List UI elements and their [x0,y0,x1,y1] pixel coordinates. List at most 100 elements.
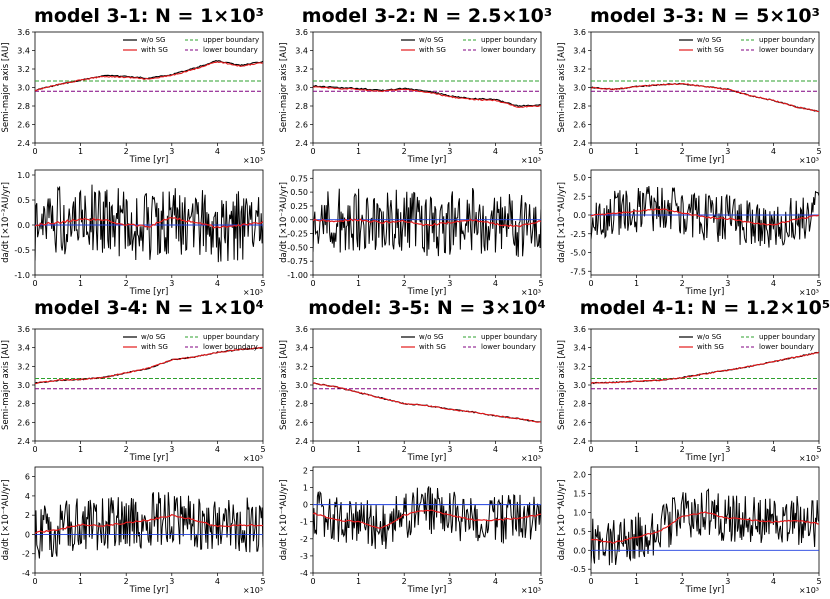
dadt-ytick-label: -2.5 [570,230,586,239]
dadt-ytick-label: -1.00 [287,271,308,280]
sma-ytick-label: 3.0 [17,381,30,390]
wo-sg-line [35,60,263,92]
sma-xtick-label: 0 [32,445,37,454]
sma-xtick-label: 1 [356,445,361,454]
legend-wo-sg-label: w/o SG [697,333,721,341]
sma-ytick-label: 2.6 [17,121,30,130]
dadt-xlabel: Time [yr] [685,287,725,297]
dadt-xtick-label: 2 [680,577,685,586]
dadt-xtick-label: 0 [588,279,593,288]
sma-ytick-label: 2.4 [573,139,586,148]
dadt-xtick-label: 1 [356,577,361,586]
wo-sg-line [591,351,819,385]
dadt-raw-line [35,184,263,263]
dadt-frame [34,169,264,276]
dadt-ytick-label: 1.0 [573,508,586,517]
dadt-xtick-label: 4 [493,577,498,586]
legend-upper-label: upper boundary [759,333,815,341]
dadt-ytick-label: -1 [300,518,308,527]
dadt-smoothed-line [313,509,541,529]
dadt-xtick-label: 1 [634,279,639,288]
legend-with-sg-label: with SG [419,343,446,351]
dadt-ytick-label: 2 [303,466,308,475]
dadt-ylabel: da/dt [×10⁻⁴AU/yr] [557,182,567,263]
sma-ytick-label: 2.8 [17,400,30,409]
sma-ytick-label: 2.8 [573,400,586,409]
sma-xlabel: Time [yr] [685,155,725,165]
sma-xtick-label: 2 [680,147,685,156]
sma-xtick-label: 5 [816,147,821,156]
dadt-raw-line [313,187,541,257]
sma-ytick-label: 3.6 [295,325,308,334]
dadt-ytick-label: 0.75 [290,174,308,183]
sma-ytick-label: 3.4 [17,47,30,56]
sma-x-exponent: ×10³ [521,454,541,463]
dadt-xtick-label: 2 [402,279,407,288]
dadt-ytick-label: 0.0 [573,546,586,555]
dadt-x-exponent: ×10³ [243,586,263,595]
sma-xtick-label: 4 [215,445,220,454]
sma-xtick-label: 4 [771,445,776,454]
sma-xtick-label: 4 [215,147,220,156]
dadt-smoothed-line [35,513,263,534]
sma-ytick-label: 3.0 [295,381,308,390]
dadt-ytick-label: -0.25 [287,230,308,239]
dadt-ytick-label: -4 [300,569,308,578]
sma-ytick-label: 3.2 [17,362,30,371]
dadt-xlabel: Time [yr] [129,585,169,595]
dadt-xtick-label: 4 [215,279,220,288]
dadt-xtick-label: 0 [310,577,315,586]
sma-xtick-label: 0 [310,445,315,454]
sma-xtick-label: 1 [356,147,361,156]
sma-ylabel: Semi-major axis [AU] [1,340,11,430]
sma-ytick-label: 3.4 [295,47,308,56]
dadt-xtick-label: 5 [538,577,543,586]
sma-ylabel: Semi-major axis [AU] [279,340,289,430]
dadt-xtick-label: 5 [816,279,821,288]
sma-ytick-label: 2.8 [295,102,308,111]
dadt-x-exponent: ×10³ [799,288,819,297]
dadt-frame [590,169,820,276]
dadt-ytick-label: 1.5 [573,490,586,499]
sma-ytick-label: 2.8 [295,400,308,409]
dadt-xtick-label: 1 [634,577,639,586]
sma-ytick-label: 3.2 [573,65,586,74]
sma-ylabel: Semi-major axis [AU] [279,43,289,133]
dadt-ytick-label: 2 [25,511,30,520]
sma-ytick-label: 3.0 [573,84,586,93]
dadt-raw-line [591,186,819,248]
dadt-ylabel: da/dt [×10⁻⁴AU/yr] [279,480,289,561]
sma-ytick-label: 3.6 [295,28,308,37]
dadt-ytick-label: 1.0 [17,171,30,180]
dadt-ytick-label: 6 [25,473,30,482]
legend-upper-label: upper boundary [481,333,537,341]
with-sg-line [591,351,819,385]
wo-sg-line [313,84,541,107]
dadt-xtick-label: 0 [588,577,593,586]
legend-upper-label: upper boundary [203,333,259,341]
dadt-ytick-label: -0.75 [287,257,308,266]
dadt-ytick-label: -0.5 [570,565,586,574]
sma-ytick-label: 3.4 [573,344,586,353]
legend-with-sg-label: with SG [419,46,446,54]
dadt-xtick-label: 2 [402,577,407,586]
dadt-raw-line [35,492,263,560]
dadt-xtick-label: 4 [771,279,776,288]
dadt-ytick-label: 0.25 [290,202,308,211]
legend-upper-label: upper boundary [759,36,815,44]
sma-xtick-label: 5 [260,445,265,454]
panel-title: model 3-2: N = 2.5×10³ [302,5,552,27]
dadt-ytick-label: -0.50 [287,243,308,252]
dadt-raw-line [591,488,819,566]
sma-ytick-label: 2.6 [573,121,586,130]
sma-ytick-label: 2.4 [17,139,30,148]
sma-x-exponent: ×10³ [521,156,541,165]
dadt-xlabel: Time [yr] [407,287,447,297]
sma-x-exponent: ×10³ [799,454,819,463]
legend-with-sg-label: with SG [697,343,724,351]
dadt-xlabel: Time [yr] [685,585,725,595]
